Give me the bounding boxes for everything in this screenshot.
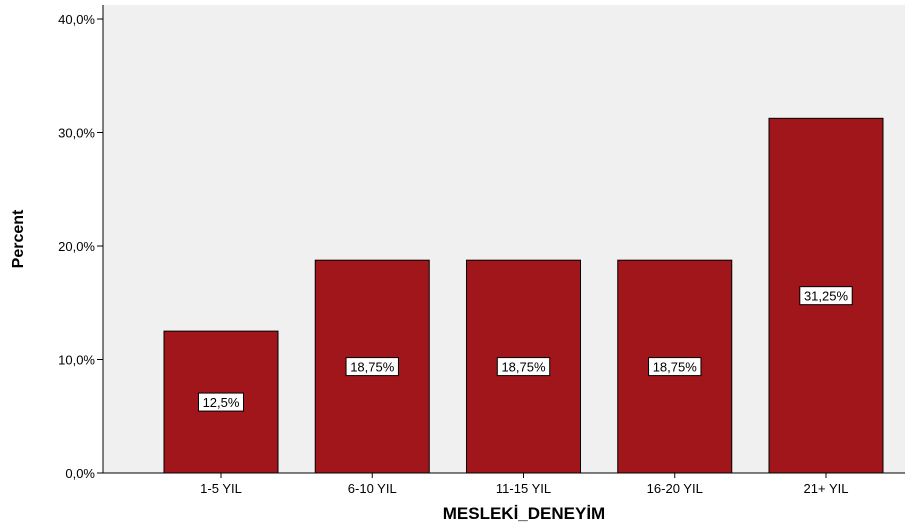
x-tick-label: 6-10 YIL (348, 481, 397, 496)
x-tick-label: 16-20 YIL (647, 481, 703, 496)
y-tick-label: 40,0% (58, 12, 95, 27)
y-tick-label: 0,0% (65, 466, 95, 481)
x-axis-title: MESLEKİ_DENEYİM (443, 504, 605, 523)
x-tick-label: 21+ YIL (804, 481, 849, 496)
data-label-box (799, 286, 853, 306)
x-tick-label: 1-5 YIL (200, 481, 242, 496)
data-label-box (345, 357, 399, 377)
data-label: 18,75% (501, 360, 546, 375)
x-tick-label: 11-15 YIL (496, 481, 551, 496)
y-tick-label: 30,0% (58, 126, 95, 141)
y-axis-title: Percent (10, 209, 27, 268)
data-label: 18,75% (350, 360, 395, 375)
data-label-box (198, 392, 244, 412)
data-label: 31,25% (804, 289, 849, 304)
y-axis: 0,0% 10,0% 20,0% 30,0% 40,0% (58, 5, 104, 481)
data-labels-group: 12,5% 18,75% 18,75% 18,75% 31,25% (198, 286, 853, 412)
data-label-box (648, 357, 702, 377)
data-label: 18,75% (653, 360, 698, 375)
x-axis: 1-5 YIL 6-10 YIL 11-15 YIL 16-20 YIL 21+ YIL (103, 472, 905, 496)
data-label-box (496, 357, 551, 377)
y-tick-label: 10,0% (58, 353, 95, 368)
y-tick-label: 20,0% (58, 239, 95, 254)
data-label: 12,5% (203, 395, 240, 410)
